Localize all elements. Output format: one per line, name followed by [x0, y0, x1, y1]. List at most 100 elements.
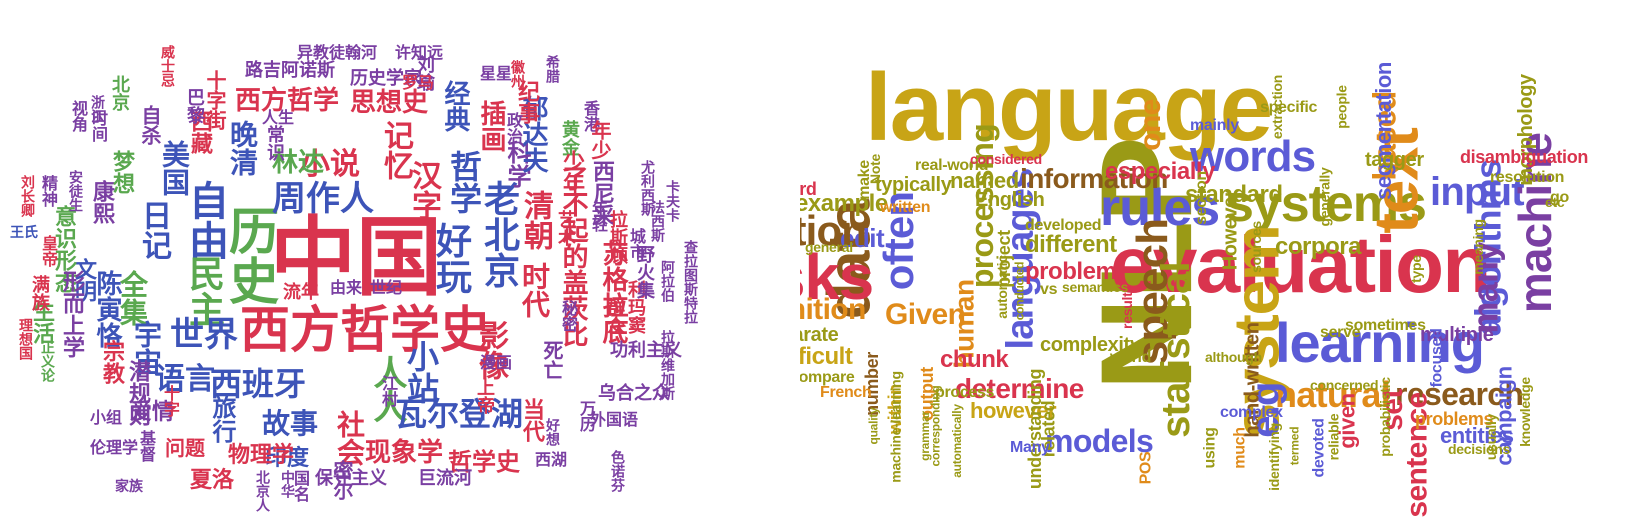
zh-word-w94: 翰河	[345, 43, 378, 62]
zh-word-w50: 西藏	[187, 110, 212, 154]
zh-word-w28: 思想史	[350, 88, 429, 118]
zh-word-w118: 城市	[627, 228, 646, 260]
en-word-e94: people	[1333, 85, 1350, 129]
zh-word-w97: 黄金	[559, 120, 580, 156]
zh-word-w4: 自由	[182, 180, 228, 260]
zh-word-w78: 密尔	[330, 460, 354, 500]
en-word-e65: complex	[1220, 404, 1283, 421]
en-word-e43: difficult	[800, 343, 853, 370]
en-word-e29: edit	[840, 223, 885, 253]
en-word-e102: knowledge	[1516, 377, 1533, 447]
en-word-e97: serve	[1320, 324, 1361, 341]
zh-word-w108: 好想	[544, 418, 560, 446]
en-word-e115: conducted	[1012, 261, 1027, 321]
zh-word-w45: 物理学	[228, 443, 295, 468]
zh-word-w116: 威士忌	[159, 45, 175, 87]
en-word-e42: typically	[875, 174, 952, 196]
en-word-e32: standard	[1185, 181, 1283, 208]
en-word-e110: automatic	[993, 255, 1010, 319]
zh-word-w91: 常识	[264, 125, 285, 161]
zh-word-w7: 周作人	[272, 179, 374, 219]
zh-word-w61: 时间	[89, 110, 108, 142]
zh-word-w125: 尤利西斯	[639, 160, 655, 216]
zh-word-w38: 苏格拉底	[598, 240, 628, 344]
zh-word-w59: 自杀	[138, 105, 162, 145]
zh-word-w8: 小说	[300, 147, 360, 182]
zh-word-w90: 由来	[330, 278, 363, 297]
zh-word-w27: 陈寅恪	[92, 270, 122, 348]
en-word-e100: probabilistic	[1376, 377, 1393, 457]
en-word-e72: Many	[1010, 439, 1050, 456]
zh-word-w117: 政治	[504, 112, 523, 144]
en-word-e57: problems	[1415, 409, 1494, 429]
en-word-e116: automatically	[949, 404, 964, 478]
en-word-e64: focused	[1428, 328, 1446, 388]
zh-word-w92: 人生	[262, 108, 295, 127]
zh-word-w51: 康熙	[89, 180, 114, 224]
en-word-e87: process	[935, 384, 995, 401]
en-word-e6: words	[1190, 132, 1316, 181]
zh-word-w42: 社会	[333, 410, 366, 466]
zh-word-w18: 西班牙	[210, 365, 307, 403]
zh-word-w47: 宗教	[99, 340, 124, 384]
zh-word-w95: 许知远	[395, 43, 444, 62]
zh-word-w119: 正义论	[39, 340, 55, 382]
zh-word-w69: 夏洛	[190, 468, 235, 493]
en-word-e82: real-world	[915, 157, 989, 174]
zh-word-w17: 了不起的盖茨比	[558, 165, 588, 347]
zh-word-w75: 巨流河	[418, 468, 472, 489]
zh-word-w107: 色诺芬	[609, 450, 625, 492]
zh-word-w60: 梦想	[109, 150, 134, 194]
en-word-e14: information	[1020, 163, 1168, 194]
zh-word-w19: 小站	[402, 340, 440, 404]
zh-word-w35: 郁达夫	[518, 95, 548, 173]
zh-word-w33: 插画	[476, 100, 506, 152]
zh-word-w24: 语言	[155, 362, 215, 397]
en-word-e101: decisions	[1448, 441, 1511, 457]
zh-word-w71: 伦理学	[90, 438, 139, 457]
en-word-e98: concerned	[1310, 377, 1379, 393]
zh-word-w124: 法西斯	[649, 200, 665, 242]
en-word-e105: sources	[1247, 221, 1264, 273]
zh-word-w37: 刘瑜	[414, 55, 435, 91]
zh-word-w10: 记忆	[378, 120, 413, 180]
zh-word-w88: 拉斯顿	[607, 210, 628, 264]
zh-word-w100: 香港	[581, 100, 600, 132]
zh-word-w114: 安徒生	[67, 170, 83, 212]
en-word-e66: reliable	[1325, 413, 1342, 461]
zh-word-w20: 人人	[367, 355, 407, 423]
zh-word-w99: 纪事	[514, 80, 539, 124]
zh-word-w54: 形而上学	[59, 270, 84, 358]
en-word-e76: French	[820, 384, 872, 401]
en-word-e46: gnition	[800, 293, 866, 326]
zh-word-w84: 万历	[577, 400, 596, 432]
zh-word-w102: 年少	[588, 120, 612, 160]
en-word-e61: resolution	[1490, 169, 1565, 186]
zh-word-w2: 西方哲学史	[240, 301, 490, 359]
en-word-e33: one	[1133, 99, 1167, 151]
en-word-e16: natural	[1275, 374, 1391, 415]
zh-word-w130: 世纪	[370, 278, 403, 297]
en-word-e79: word	[800, 179, 817, 199]
zh-word-w64: 精神	[39, 175, 58, 207]
en-word-e81: Note	[867, 154, 883, 184]
zh-word-w67: 刘长卿	[19, 175, 35, 217]
zh-word-w93: 异教徒	[297, 43, 346, 62]
zh-word-w81: 上帝	[474, 378, 495, 414]
zh-word-w126: 卡夫卡	[664, 180, 680, 222]
zh-word-w9: 晚清	[226, 120, 259, 176]
zh-word-w86: 利玛窦	[625, 280, 646, 334]
zh-word-w13: 好玩	[430, 222, 471, 294]
zh-word-w22: 故事	[262, 407, 319, 440]
en-word-e39: different	[1025, 231, 1117, 258]
zh-word-w21: 瓦尔登湖	[395, 395, 524, 433]
en-word-e7: rules	[1100, 179, 1220, 237]
en-word-e113: grammar	[917, 411, 932, 461]
zh-word-w41: 哲学史	[448, 448, 520, 476]
zh-word-w120: 阿拉伯	[659, 260, 675, 302]
en-word-e111: machine-learning	[887, 371, 904, 483]
zh-word-w25: 全集	[116, 270, 149, 326]
zh-word-w80: 死亡	[540, 340, 564, 380]
en-word-e120: go	[1550, 189, 1569, 206]
zh-word-w48: 潜规则	[125, 360, 150, 426]
